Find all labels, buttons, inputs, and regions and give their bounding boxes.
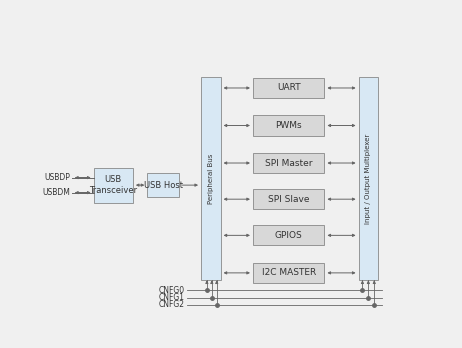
Text: SPI Master: SPI Master bbox=[265, 158, 312, 167]
Text: USB
Transceiver: USB Transceiver bbox=[89, 175, 137, 195]
FancyBboxPatch shape bbox=[253, 78, 324, 98]
Text: USB Host: USB Host bbox=[144, 181, 183, 190]
FancyBboxPatch shape bbox=[93, 168, 133, 203]
Text: CNFG0: CNFG0 bbox=[159, 286, 185, 295]
FancyBboxPatch shape bbox=[253, 225, 324, 245]
Text: USBDP: USBDP bbox=[44, 173, 70, 182]
Text: I2C MASTER: I2C MASTER bbox=[261, 268, 316, 277]
Text: Input / Output Multiplexer: Input / Output Multiplexer bbox=[365, 133, 371, 223]
FancyBboxPatch shape bbox=[201, 77, 221, 280]
Text: SPI Slave: SPI Slave bbox=[268, 195, 310, 204]
FancyBboxPatch shape bbox=[147, 173, 179, 197]
FancyBboxPatch shape bbox=[253, 153, 324, 173]
Text: CNFG1: CNFG1 bbox=[159, 293, 185, 302]
Text: Peripheral Bus: Peripheral Bus bbox=[208, 153, 214, 204]
FancyBboxPatch shape bbox=[253, 263, 324, 283]
Text: UART: UART bbox=[277, 84, 300, 93]
Text: PWMs: PWMs bbox=[275, 121, 302, 130]
Text: USBDM: USBDM bbox=[43, 188, 70, 197]
FancyBboxPatch shape bbox=[359, 77, 378, 280]
FancyBboxPatch shape bbox=[253, 189, 324, 209]
Text: CNFG2: CNFG2 bbox=[159, 300, 185, 309]
Text: GPIOS: GPIOS bbox=[275, 231, 303, 240]
FancyBboxPatch shape bbox=[253, 116, 324, 135]
